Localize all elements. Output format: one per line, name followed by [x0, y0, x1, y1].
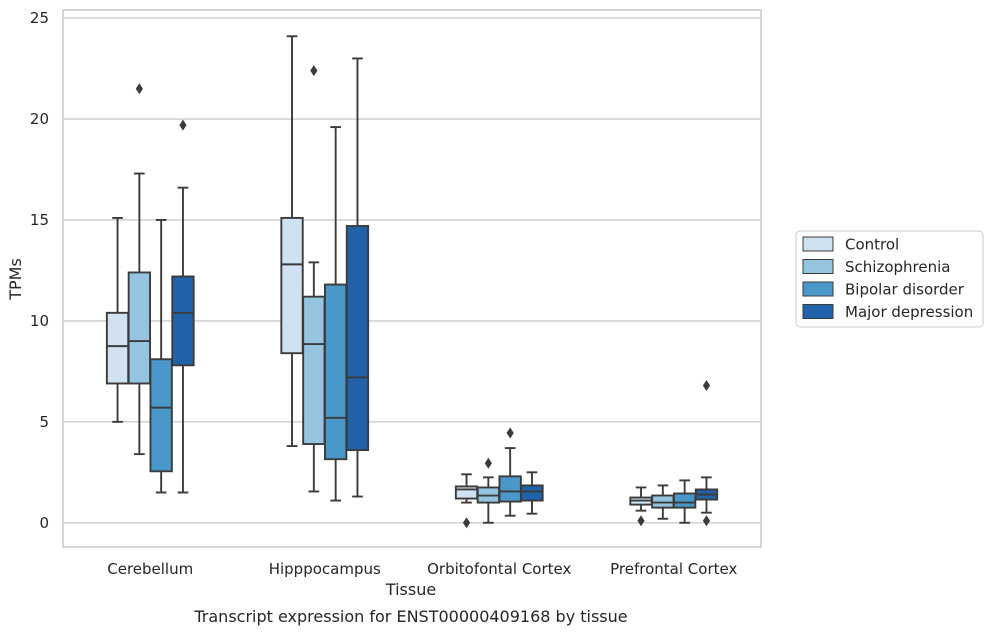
box-plot-boxes — [105, 35, 719, 529]
box-iqr — [280, 216, 304, 355]
box-iqr — [345, 225, 370, 452]
box-major-depression-1 — [345, 57, 370, 498]
legend-swatch — [802, 236, 834, 252]
box-iqr — [105, 311, 130, 385]
legend-label: Major depression — [845, 303, 973, 321]
box-major-depression-0 — [171, 119, 195, 494]
y-axis-title: TPMs — [6, 258, 25, 301]
box-control-0 — [105, 216, 130, 423]
y-tick-label: 0 — [39, 514, 49, 532]
box-bipolar-disorder-1 — [324, 126, 348, 502]
outlier-point — [462, 517, 471, 529]
box-bipolar-disorder-3 — [673, 479, 697, 524]
box-major-depression-3 — [694, 379, 719, 527]
box-major-depression-2 — [520, 471, 544, 515]
x-axis-ticks: Cerebellum Hipppocampus Orbitofontal Corte… — [107, 560, 737, 578]
y-tick-label: 25 — [30, 9, 49, 27]
legend-swatch — [802, 259, 834, 274]
y-tick-label: 15 — [30, 211, 49, 229]
box-iqr — [127, 271, 151, 385]
outlier-point — [506, 427, 514, 439]
legend-frame — [795, 230, 984, 328]
box-schizophrenia-3 — [651, 484, 675, 520]
y-tick-label: 20 — [30, 110, 49, 128]
box-iqr — [171, 275, 195, 367]
y-tick-label: 5 — [39, 413, 49, 431]
outlier-point — [179, 119, 187, 131]
x-tick-label: Orbitofontal Cortex — [427, 560, 571, 578]
x-tick-label: Hipppocampus — [269, 560, 381, 578]
outlier-point — [702, 515, 711, 527]
box-iqr — [149, 358, 173, 473]
y-tick-label: 10 — [30, 312, 49, 330]
box-schizophrenia-1 — [302, 65, 326, 493]
box-iqr — [302, 295, 326, 445]
x-axis-title: Tissue — [385, 580, 436, 599]
outlier-point — [484, 457, 492, 469]
box-schizophrenia-0 — [127, 83, 151, 456]
box-iqr — [454, 485, 479, 500]
box-iqr — [498, 475, 522, 503]
box-iqr — [324, 283, 348, 461]
box-bipolar-disorder-0 — [149, 219, 173, 494]
outlier-point — [637, 515, 645, 527]
y-axis-ticks: 0 5 10 15 20 25 — [30, 9, 49, 532]
box-bipolar-disorder-2 — [498, 427, 522, 517]
legend-swatch — [802, 304, 834, 319]
outlier-point — [310, 65, 318, 77]
box-iqr — [651, 494, 675, 509]
legend-swatch — [802, 281, 834, 297]
legend-label: Control — [845, 236, 899, 254]
box-control-2 — [454, 473, 479, 529]
box-control-1 — [280, 35, 304, 448]
legend: Control Schizophrenia Bipolar disorder Majo… — [795, 230, 984, 328]
chart-caption: Transcript expression for ENST0000040916… — [193, 607, 627, 626]
box-iqr — [520, 484, 544, 502]
box-control-3 — [629, 486, 653, 527]
outlier-point — [702, 379, 711, 391]
legend-label: Schizophrenia — [845, 258, 950, 276]
x-tick-label: Prefrontal Cortex — [610, 560, 737, 578]
plot-frame — [62, 9, 762, 548]
box-iqr — [673, 492, 697, 509]
legend-label: Bipolar disorder — [845, 281, 965, 299]
x-tick-label: Cerebellum — [107, 560, 193, 578]
box-schizophrenia-2 — [476, 457, 500, 524]
outlier-point — [135, 83, 143, 95]
